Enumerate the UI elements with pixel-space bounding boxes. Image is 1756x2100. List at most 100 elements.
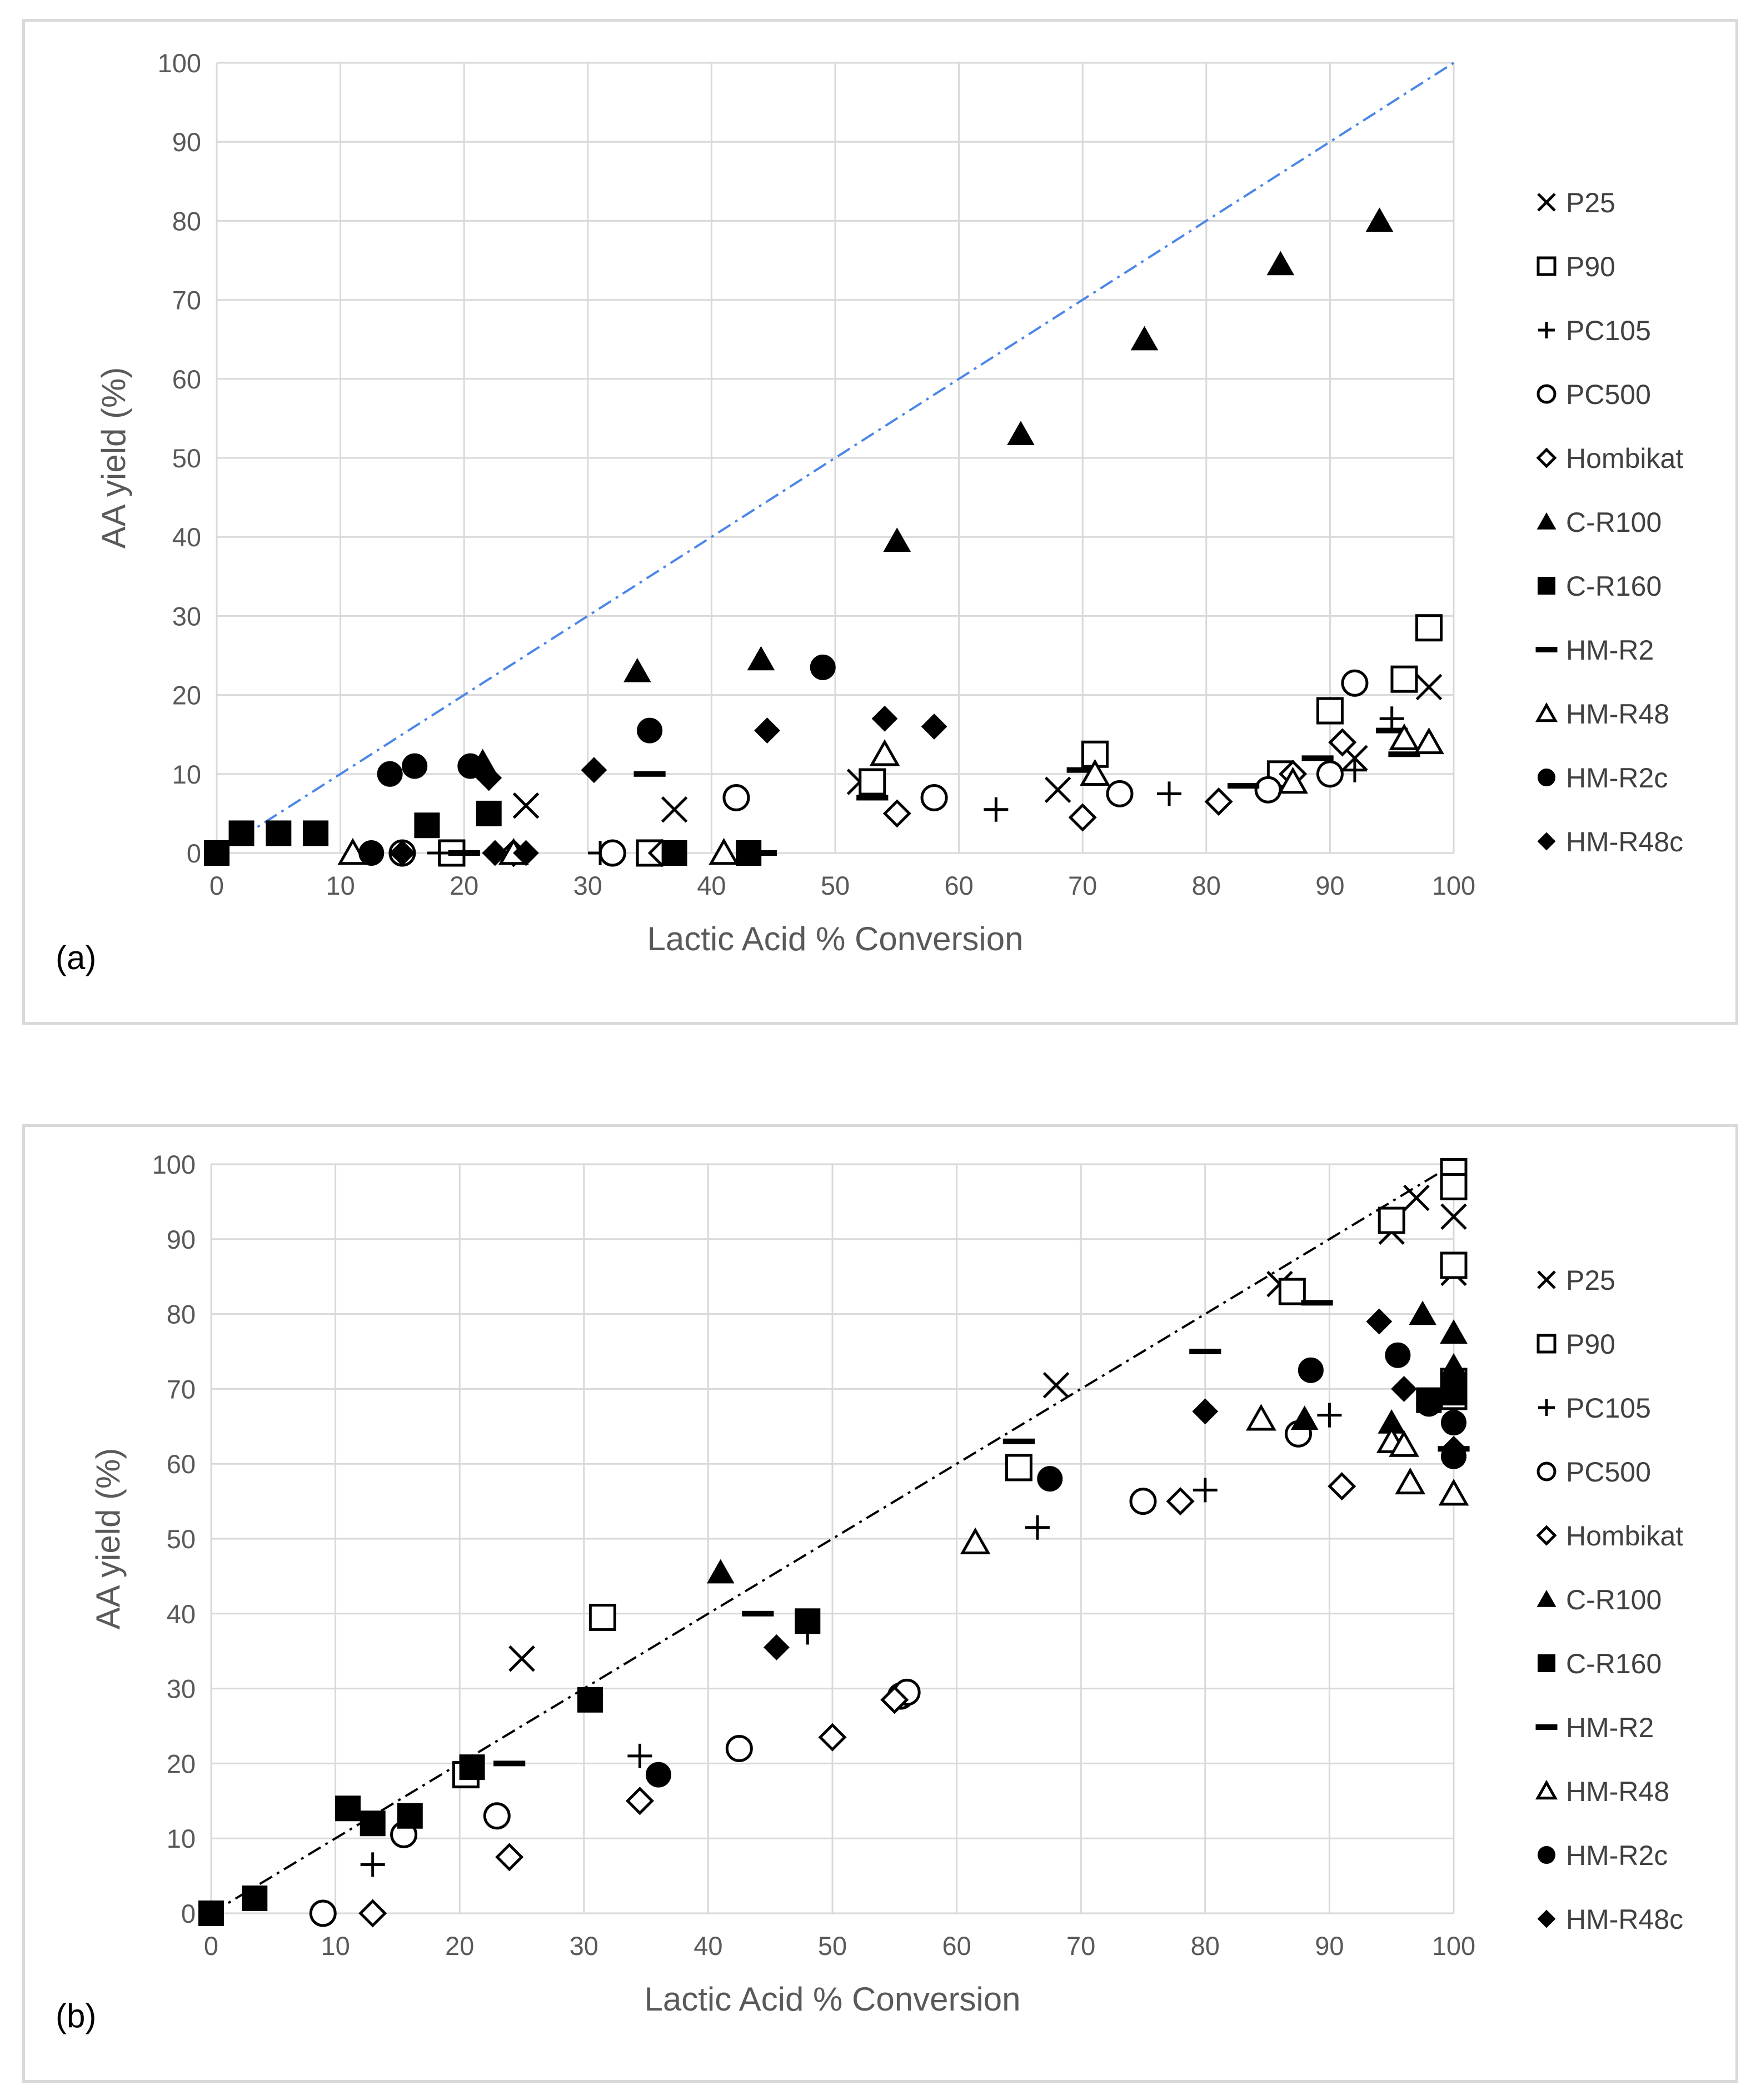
x-tick-label: 70	[1068, 871, 1097, 900]
series-c-r160	[204, 800, 762, 866]
x-tick-label: 40	[694, 1931, 722, 1961]
data-point	[1389, 723, 1420, 751]
legend-label: P25	[1566, 1265, 1615, 1296]
data-point	[1301, 755, 1334, 761]
legend-item-pc500: PC500	[1536, 379, 1651, 410]
legend-item-c-r100: C-R100	[1536, 1584, 1662, 1615]
legend-item-p25: P25	[1537, 1265, 1615, 1296]
legend-label: Hombikat	[1566, 1520, 1683, 1552]
x-tick-label: 0	[209, 871, 224, 900]
data-point	[1129, 1488, 1157, 1515]
data-point	[1440, 1319, 1468, 1344]
legend: P25 P90 PC105 PC500 Hombikat C-R100 C-R160 HM-R…	[1535, 1265, 1683, 1935]
x-tick-label: 100	[1432, 871, 1475, 900]
data-point	[1538, 1654, 1555, 1672]
data-point	[709, 837, 740, 865]
series-pc105	[427, 706, 1404, 865]
y-tick-label: 10	[172, 760, 201, 789]
data-point	[1535, 647, 1558, 652]
data-point	[960, 1527, 991, 1554]
data-point	[742, 1610, 774, 1617]
legend-item-hm-r48c: HM-R48c	[1537, 826, 1683, 857]
y-tick-label: 0	[187, 839, 201, 868]
data-point	[389, 840, 416, 866]
legend-label: HM-R48	[1566, 699, 1669, 730]
y-tick-label: 90	[172, 127, 201, 157]
y-tick-label: 70	[172, 286, 201, 315]
data-point	[1538, 1399, 1555, 1416]
y-tick-label: 80	[167, 1300, 196, 1329]
data-point	[1037, 1466, 1063, 1492]
data-point	[1536, 1525, 1557, 1546]
series-c-r100	[706, 1300, 1468, 1584]
data-point	[1328, 1472, 1356, 1501]
data-point	[810, 654, 836, 680]
data-point	[1266, 251, 1295, 276]
data-point	[1390, 665, 1418, 693]
grid	[210, 1163, 1455, 1914]
data-point	[921, 714, 947, 740]
data-point	[360, 1852, 385, 1877]
data-point	[483, 1802, 511, 1830]
data-point	[1538, 769, 1555, 786]
data-point	[598, 839, 626, 867]
data-point	[1068, 803, 1097, 832]
data-point	[1438, 1479, 1469, 1506]
data-point	[645, 1762, 671, 1788]
data-point	[1537, 1909, 1556, 1928]
data-point	[745, 850, 777, 856]
data-point	[1536, 1334, 1557, 1354]
legend-label: PC105	[1566, 1393, 1651, 1424]
data-point	[1415, 674, 1443, 701]
data-point	[1538, 1846, 1555, 1864]
legend-label: HM-R48c	[1566, 1904, 1683, 1935]
data-point	[1536, 1461, 1557, 1482]
legend-label: HM-R48	[1566, 1776, 1669, 1807]
data-point	[623, 657, 651, 682]
data-point	[1365, 207, 1394, 232]
data-point	[871, 705, 898, 732]
data-point	[637, 717, 663, 744]
data-point	[1440, 1173, 1468, 1200]
legend-item-p25: P25	[1537, 187, 1615, 218]
y-tick-label: 50	[167, 1524, 196, 1554]
data-point	[309, 1899, 337, 1927]
x-tick-label: 50	[818, 1931, 847, 1961]
data-point	[1007, 421, 1035, 446]
x-tick-label: 100	[1432, 1931, 1475, 1961]
data-point	[869, 739, 900, 766]
data-point	[1440, 1435, 1467, 1462]
data-point	[1536, 256, 1557, 276]
data-point	[512, 792, 540, 819]
y-tick-label: 60	[167, 1449, 196, 1479]
data-point	[661, 840, 687, 866]
data-point	[459, 1754, 485, 1780]
data-point	[427, 841, 452, 865]
series-c-r100	[468, 207, 1394, 774]
data-point	[722, 784, 750, 811]
data-point	[1376, 727, 1408, 734]
y-tick-label: 20	[172, 681, 201, 710]
series-pc500	[309, 1420, 1312, 1927]
legend-label: HM-R2c	[1566, 762, 1668, 794]
x-tick-label: 30	[570, 1931, 598, 1961]
data-point	[1536, 384, 1557, 404]
y-tick-label: 60	[172, 365, 201, 394]
legend-item-hm-r48: HM-R48	[1535, 1776, 1669, 1807]
data-point	[1002, 1438, 1035, 1444]
data-point	[1537, 193, 1556, 212]
data-point	[1441, 1380, 1466, 1406]
series-hm-r2c	[358, 654, 836, 866]
data-point	[397, 1803, 423, 1829]
data-point	[1341, 669, 1369, 697]
data-point	[747, 646, 775, 671]
series-p25	[508, 1184, 1467, 1672]
data-point	[1342, 757, 1367, 782]
series-hm-r2	[448, 727, 1420, 856]
data-point	[754, 717, 780, 744]
legend-label: HM-R2	[1566, 635, 1654, 666]
series-hm-r2c	[645, 1342, 1466, 1788]
series-pc500	[388, 669, 1369, 867]
data-point	[1204, 787, 1233, 816]
data-point	[1042, 1371, 1070, 1399]
